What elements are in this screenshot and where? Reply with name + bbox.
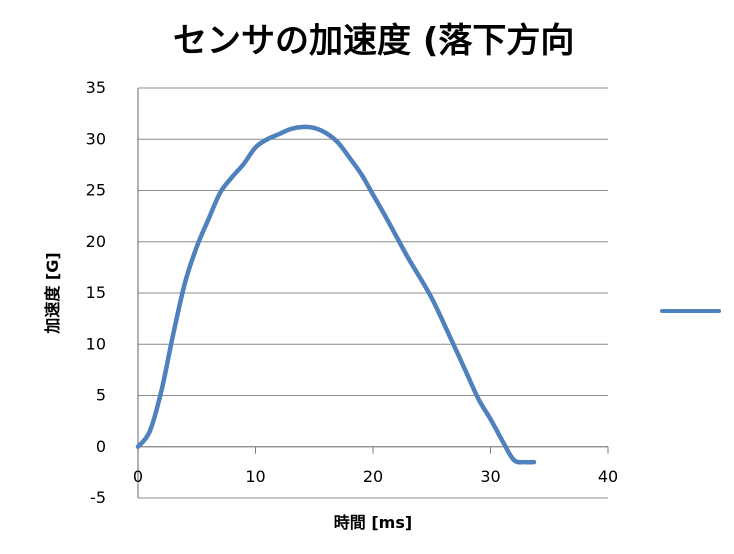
tick-label-layer: 35 30 25 20 15 10 5 0 -5 0 10 20 30 40 [86,78,619,507]
series-line-0 [135,124,537,465]
y-tick-label-8: -5 [90,488,106,507]
y-tick-label-1: 30 [86,129,106,148]
axis-layer [137,88,609,498]
y-tick-label-4: 15 [86,283,106,302]
x-tick-label-0: 0 [133,467,143,486]
x-tick-label-4: 40 [598,467,618,486]
data-point-layer [138,127,534,462]
y-tick-label-0: 35 [86,78,106,97]
y-tick-label-6: 5 [96,386,106,405]
chart-title: センサの加速度 (落下方向 [173,21,574,61]
y-axis-title: 加速度 [G] [43,252,62,334]
y-tick-label-7: 0 [96,437,106,456]
y-tick-label-3: 20 [86,232,106,251]
x-tick-label-2: 20 [363,467,383,486]
y-tick-label-2: 25 [86,181,106,200]
y-tick-label-5: 10 [86,334,106,353]
series-layer [135,124,537,465]
x-tick-label-3: 30 [480,467,500,486]
grid-layer [138,87,608,499]
x-axis-title: 時間 [ms] [334,513,412,532]
x-tick-label-1: 10 [245,467,265,486]
